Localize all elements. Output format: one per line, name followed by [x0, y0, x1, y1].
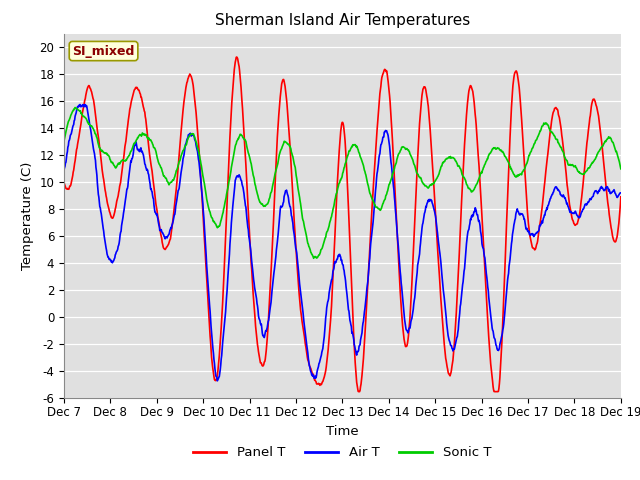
Sonic T	[617, 166, 625, 172]
Panel T	[554, 108, 562, 114]
Sonic T	[495, 146, 503, 152]
Panel T	[355, 389, 362, 395]
Title: Sherman Island Air Temperatures: Sherman Island Air Temperatures	[215, 13, 470, 28]
Text: SI_mixed: SI_mixed	[72, 45, 135, 58]
Sonic T	[400, 144, 408, 150]
Sonic T	[71, 105, 79, 110]
Air T	[554, 186, 561, 192]
Panel T	[121, 144, 129, 149]
Air T	[400, 307, 408, 313]
Air T	[122, 197, 129, 203]
Sonic T	[147, 138, 155, 144]
Line: Air T: Air T	[64, 105, 621, 381]
Panel T	[554, 107, 561, 112]
X-axis label: Time: Time	[326, 425, 358, 438]
Panel T	[400, 332, 408, 338]
Panel T	[233, 54, 241, 60]
Panel T	[495, 381, 503, 387]
Sonic T	[310, 255, 317, 261]
Air T	[495, 345, 503, 351]
Air T	[147, 186, 155, 192]
Sonic T	[122, 158, 129, 164]
Sonic T	[554, 140, 562, 145]
Panel T	[617, 194, 625, 200]
Panel T	[147, 159, 154, 165]
Line: Sonic T: Sonic T	[64, 108, 621, 258]
Sonic T	[60, 138, 68, 144]
Line: Panel T: Panel T	[64, 57, 621, 392]
Panel T	[60, 180, 68, 185]
Legend: Panel T, Air T, Sonic T: Panel T, Air T, Sonic T	[188, 441, 497, 465]
Air T	[60, 168, 68, 173]
Air T	[617, 190, 625, 196]
Sonic T	[554, 137, 561, 143]
Air T	[554, 187, 562, 193]
Y-axis label: Temperature (C): Temperature (C)	[20, 162, 34, 270]
Air T	[76, 102, 84, 108]
Air T	[214, 378, 221, 384]
